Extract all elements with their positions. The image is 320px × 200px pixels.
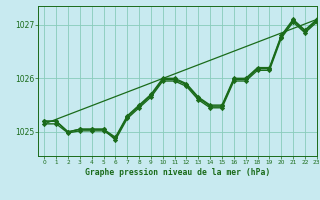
X-axis label: Graphe pression niveau de la mer (hPa): Graphe pression niveau de la mer (hPa) — [85, 168, 270, 177]
